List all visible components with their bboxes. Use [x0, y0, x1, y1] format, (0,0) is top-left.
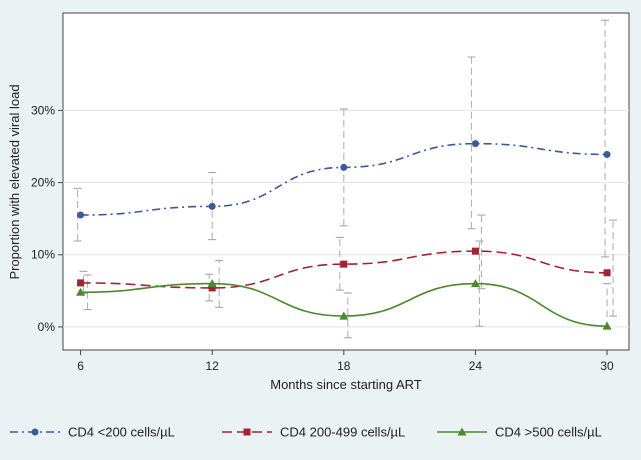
data-point: [603, 150, 611, 158]
data-point: [208, 202, 216, 210]
x-axis-title: Months since starting ART: [270, 377, 422, 392]
grid-lines: [63, 109, 629, 328]
legend-item: CD4 200-499 cells/µL: [222, 425, 405, 440]
y-tick-label: 0%: [38, 320, 56, 334]
legend: CD4 <200 cells/µL CD4 200-499 cells/µL CD4…: [10, 425, 602, 440]
x-tick-label: 18: [337, 359, 351, 373]
y-tick-label: 30%: [31, 103, 55, 117]
legend-label: CD4 <200 cells/µL: [68, 425, 175, 440]
data-point: [77, 279, 85, 287]
data-point: [471, 247, 479, 255]
data-point: [76, 287, 86, 296]
x-tick-label: 24: [469, 359, 483, 373]
confidence-intervals: [73, 19, 618, 339]
data-point: [471, 140, 479, 148]
legend-swatch-marker: [31, 428, 39, 436]
data-point: [339, 311, 349, 320]
plot-frame: [62, 12, 630, 351]
series-markers: [76, 140, 612, 330]
series-line: [80, 250, 608, 289]
data-point: [340, 260, 348, 268]
data-point: [208, 284, 216, 292]
data-point: [602, 321, 612, 330]
legend-label: CD4 200-499 cells/µL: [280, 425, 405, 440]
data-point: [470, 279, 480, 288]
y-tick-label: 20%: [31, 176, 55, 190]
data-point: [340, 163, 348, 171]
data-point: [603, 269, 611, 277]
x-tick-label: 30: [600, 359, 614, 373]
legend-item: CD4 >500 cells/µL: [437, 425, 602, 440]
data-point: [77, 211, 85, 219]
y-tick-label: 10%: [31, 248, 55, 262]
axes: 0% 10% 20% 30% 6 12 18 24 30: [31, 103, 614, 373]
legend-label: CD4 >500 cells/µL: [495, 425, 602, 440]
y-axis-title: Proportion with elevated viral load: [7, 84, 22, 279]
x-tick-label: 12: [205, 359, 219, 373]
x-tick-label: 6: [77, 359, 84, 373]
legend-swatch-marker: [457, 427, 467, 436]
data-point: [207, 279, 217, 288]
legend-swatch-marker: [243, 428, 251, 436]
legend-item: CD4 <200 cells/µL: [10, 425, 175, 440]
